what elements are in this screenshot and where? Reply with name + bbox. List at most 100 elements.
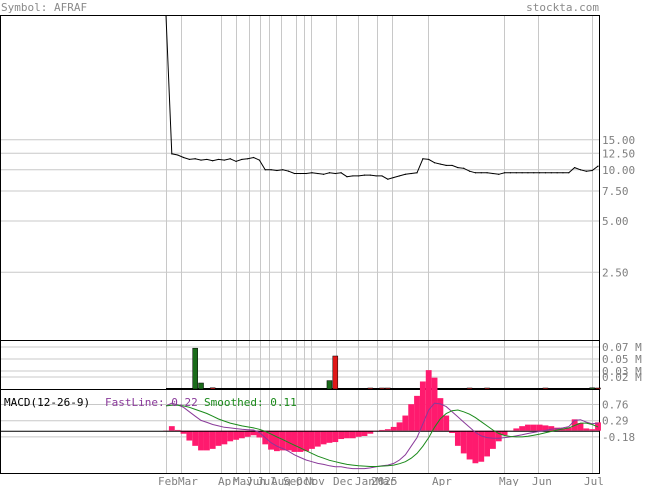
price-tick-label: 10.00: [602, 164, 635, 177]
macd-histogram-bar: [384, 429, 391, 431]
price-point: [334, 172, 336, 175]
price-point: [171, 153, 173, 155]
macd-histogram-bar: [244, 430, 251, 437]
volume-bar: [589, 387, 595, 390]
macd-histogram-bar: [519, 426, 526, 431]
macd-tick-label: 0.76: [602, 399, 629, 412]
price-point: [439, 163, 441, 165]
price-point: [568, 172, 570, 174]
volume-bar: [595, 387, 601, 390]
price-point: [229, 158, 231, 160]
macd-histogram-bar: [367, 430, 374, 434]
volume-tick-label: 0.03 M: [602, 365, 642, 378]
price-point: [177, 154, 179, 156]
grid-layer: [1, 16, 599, 473]
macd-histogram-bar: [326, 430, 333, 443]
x-axis-label: Dec: [333, 475, 353, 486]
price-point: [556, 172, 558, 174]
price-point: [346, 176, 348, 178]
macd-histogram-bar: [344, 430, 350, 439]
x-axis-label: Nov: [305, 475, 325, 486]
price-tick-label: 15.00: [602, 134, 635, 147]
volume-bar: [367, 387, 374, 390]
price-point: [363, 174, 366, 176]
macd-histogram-bar: [355, 430, 362, 437]
price-point: [235, 160, 237, 162]
price-line: [165, 15, 599, 180]
symbol-label: Symbol: AFRAF: [1, 1, 87, 14]
price-layer: [165, 15, 599, 180]
price-point: [457, 166, 459, 169]
macd-histogram-bar: [501, 430, 508, 436]
price-point: [270, 169, 272, 171]
macd-histogram-bar: [495, 430, 502, 442]
volume-bar: [484, 387, 490, 390]
price-point: [200, 159, 202, 161]
volume-bar: [466, 387, 473, 390]
macd-histogram-bar: [536, 424, 543, 431]
macd-histogram-bar: [221, 430, 228, 445]
macd-histogram-bar: [320, 430, 327, 445]
macd-histogram-bar: [291, 430, 298, 452]
volume-tick-label: 0.05 M: [602, 353, 642, 366]
macd-histogram-bar: [449, 430, 455, 433]
price-point: [550, 172, 552, 174]
price-point: [165, 15, 167, 17]
price-point: [398, 175, 401, 177]
price-point: [194, 158, 196, 160]
macd-histogram-bar: [309, 430, 315, 449]
volume-panel-frame: [0, 340, 600, 390]
x-axis-label: May: [499, 475, 519, 486]
price-point: [188, 158, 190, 161]
macd-histogram-bar: [256, 430, 263, 438]
price-tick-label: 5.00: [602, 215, 629, 228]
volume-bar: [192, 347, 198, 390]
price-point: [486, 172, 488, 174]
x-axis-label: Feb: [158, 475, 178, 486]
price-point: [539, 172, 541, 174]
macd-histogram-bar: [279, 430, 286, 451]
price-point: [574, 166, 576, 169]
price-point: [264, 169, 266, 171]
macd-histogram-bar: [466, 430, 473, 460]
smoothed-label: Smoothed: 0.11: [204, 396, 297, 409]
macd-histogram-bar: [478, 430, 485, 462]
macd-histogram-bar: [583, 428, 590, 431]
price-point: [241, 158, 243, 161]
macd-histogram-bar: [238, 430, 245, 439]
macd-histogram-bar: [490, 430, 496, 449]
price-point: [515, 172, 517, 174]
x-axis-label: Mar: [376, 475, 396, 486]
price-point: [416, 172, 418, 174]
macd-histogram-bar: [530, 424, 537, 431]
price-point: [597, 165, 599, 167]
macd-histogram-bar: [402, 415, 409, 431]
macd-histogram-bar: [314, 430, 321, 447]
volume-tick-label: 0.07 M: [602, 341, 642, 354]
volume-bar: [379, 387, 385, 390]
price-point: [544, 172, 547, 174]
price-point: [252, 156, 255, 159]
macd-histogram-bar: [227, 430, 234, 442]
volume-layer: [166, 347, 601, 390]
macd-histogram-bar: [285, 430, 292, 451]
macd-histogram-bar: [513, 428, 520, 431]
macd-histogram-bar: [297, 430, 304, 452]
volume-tick-label: 0.02 M: [602, 371, 642, 384]
macd-histogram-bar: [198, 430, 204, 451]
price-point: [311, 172, 313, 174]
price-point: [287, 170, 290, 172]
macd-histogram-bar: [414, 395, 420, 431]
price-tick-label: 7.50: [602, 185, 629, 198]
price-point: [422, 158, 424, 160]
price-point: [217, 158, 220, 161]
macd-histogram-bar: [233, 430, 239, 440]
price-point: [433, 162, 436, 164]
x-axis-label: Jun: [532, 475, 552, 486]
x-axis-label: Apr: [218, 475, 238, 486]
price-point: [509, 172, 512, 174]
price-point: [293, 172, 296, 175]
price-point: [276, 169, 278, 172]
